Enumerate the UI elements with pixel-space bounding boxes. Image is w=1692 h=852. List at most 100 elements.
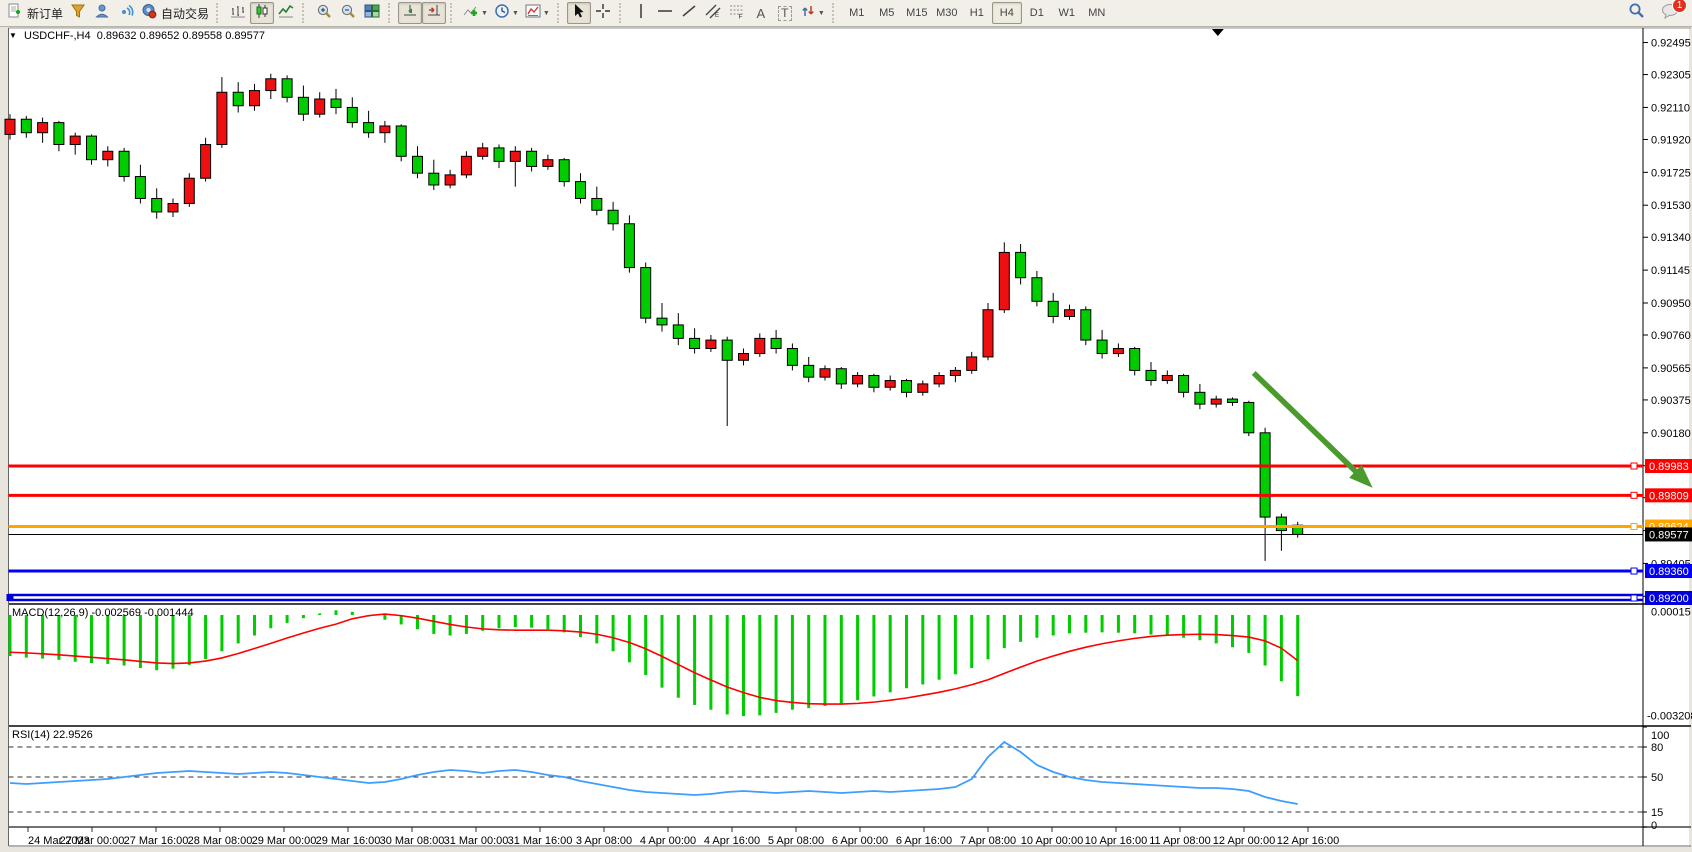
macd-bar: [1182, 615, 1186, 638]
candle-body: [200, 144, 212, 179]
text-label-button[interactable]: T: [773, 2, 797, 24]
macd-bar: [1247, 615, 1251, 653]
svg-text:0.92305: 0.92305: [1651, 70, 1691, 82]
tab-timeframe-h4[interactable]: H4: [991, 2, 1022, 24]
macd-bar: [334, 610, 338, 615]
candle-body: [607, 209, 619, 225]
svg-text:0.92495: 0.92495: [1651, 38, 1691, 50]
tab-timeframe-w1[interactable]: W1: [1058, 7, 1076, 19]
svg-text:12 Apr 00:00: 12 Apr 00:00: [1213, 835, 1275, 847]
tab-timeframe-m15[interactable]: M15: [906, 7, 928, 19]
macd-bar: [1165, 615, 1169, 636]
candle-body: [835, 368, 847, 385]
svg-text:4 Apr 00:00: 4 Apr 00:00: [640, 835, 696, 847]
macd-bar: [220, 615, 224, 652]
tab-timeframe-h1[interactable]: H1: [969, 7, 984, 19]
candle-body: [786, 347, 798, 366]
candle-body: [20, 118, 32, 134]
candle-body: [281, 78, 293, 98]
horizontal-line-objects[interactable]: [6, 462, 1644, 602]
profile-button[interactable]: [90, 2, 114, 24]
zoom-in-button[interactable]: [312, 2, 336, 24]
toolbar-separator: [450, 3, 456, 23]
notification-badge: 1: [1672, 0, 1687, 13]
templates-button[interactable]: ▼: [522, 2, 553, 24]
candle-body: [86, 135, 97, 161]
signal-button[interactable]: [114, 2, 138, 24]
candlestick-chart-button[interactable]: [250, 2, 275, 24]
candle-body: [346, 106, 358, 124]
text-label-icon: T: [778, 5, 792, 21]
macd-bar: [774, 615, 778, 713]
toolbar-separator: [556, 3, 563, 23]
trendline-button[interactable]: [677, 2, 701, 24]
candle-body: [1096, 339, 1108, 355]
zoom-out-button[interactable]: [336, 2, 360, 24]
svg-text:0.89983: 0.89983: [1649, 461, 1689, 473]
new-order-button[interactable]: 新订单: [4, 2, 66, 24]
chart-canvas[interactable]: 0.92495 0.92305 0.92110 0.91920 0.91725 0.915…: [0, 27, 1692, 852]
crosshair-button[interactable]: [591, 2, 615, 24]
chat-button[interactable]: 1: [1658, 0, 1687, 24]
trend-arrow-annotation[interactable]: [1251, 370, 1373, 488]
candle-body: [118, 150, 130, 178]
macd-bar: [546, 615, 550, 630]
auto-scroll-icon: [402, 3, 418, 24]
indicators-button[interactable]: ▼: [460, 2, 491, 24]
rsi-indicator-label: RSI(14) 22.9526: [12, 729, 93, 741]
svg-text:0.89360: 0.89360: [1649, 566, 1689, 578]
macd-bar: [709, 615, 713, 710]
tab-timeframe-d1[interactable]: D1: [1029, 7, 1044, 19]
zoom-out-icon: [340, 3, 356, 24]
periods-button[interactable]: ▼: [491, 2, 522, 24]
candlestick-series[interactable]: [4, 73, 1304, 561]
candle-body: [460, 155, 472, 176]
chart-collapse-icon[interactable]: ▼: [9, 31, 17, 40]
svg-text:0.91340: 0.91340: [1651, 232, 1691, 244]
cursor-icon: [571, 3, 587, 24]
line-chart-button[interactable]: [274, 2, 298, 24]
tab-timeframe-mn[interactable]: MN: [1088, 7, 1106, 19]
tab-timeframe-m30[interactable]: M30: [936, 7, 958, 19]
auto-scroll-button[interactable]: [398, 2, 423, 24]
fibonacci-button[interactable]: F: [725, 2, 749, 24]
tile-windows-button[interactable]: [360, 2, 384, 24]
cursor-button[interactable]: [566, 2, 591, 24]
svg-text:0.91145: 0.91145: [1651, 265, 1690, 277]
bar-chart-button[interactable]: [226, 2, 250, 24]
text-tool-button[interactable]: A: [749, 2, 773, 24]
svg-text:0: 0: [1651, 820, 1657, 832]
candle-body: [884, 380, 896, 388]
auto-trading-button[interactable]: 自动交易: [138, 2, 212, 24]
svg-text:100: 100: [1651, 730, 1669, 742]
crosshair-icon: [595, 3, 611, 24]
svg-text:0.89200: 0.89200: [1649, 593, 1689, 605]
funnel-button[interactable]: [66, 2, 90, 24]
candle-body: [705, 339, 717, 349]
svg-text:11 Apr 08:00: 11 Apr 08:00: [1149, 835, 1211, 847]
tab-timeframe-m5[interactable]: M5: [879, 7, 895, 19]
arrows-tool-button[interactable]: ▼: [797, 2, 828, 24]
svg-text:31 Mar 16:00: 31 Mar 16:00: [508, 835, 573, 847]
horizontal-line-button[interactable]: [653, 2, 677, 24]
macd-bar: [1100, 615, 1104, 633]
svg-text:50: 50: [1651, 772, 1663, 784]
line-handle: [1630, 523, 1638, 531]
equidistant-channel-button[interactable]: E: [701, 2, 725, 24]
macd-pane[interactable]: 0.00015 -0.003208: [8, 606, 1692, 722]
macd-bar: [204, 615, 208, 660]
candle-body: [623, 223, 635, 269]
tab-timeframe-m1[interactable]: M1: [849, 7, 865, 19]
svg-text:27 Mar 16:00: 27 Mar 16:00: [124, 835, 189, 847]
svg-text:24 Mar 2023: 24 Mar 2023: [28, 835, 90, 847]
svg-text:80: 80: [1651, 742, 1663, 754]
chart-shift-button[interactable]: [422, 2, 447, 24]
search-button[interactable]: [1624, 2, 1648, 24]
macd-bar: [253, 615, 256, 636]
candle-body: [134, 176, 146, 199]
macd-bar: [155, 615, 159, 671]
macd-bar: [432, 615, 436, 634]
vertical-line-button[interactable]: [629, 2, 653, 24]
macd-bar: [725, 615, 729, 715]
